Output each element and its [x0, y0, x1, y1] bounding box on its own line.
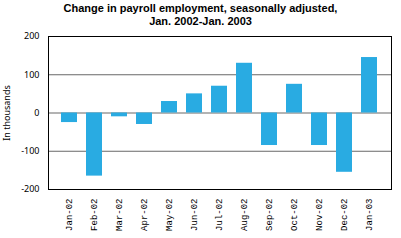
svg-text:Feb-02: Feb-02	[90, 199, 100, 231]
svg-text:Aug-02: Aug-02	[240, 199, 250, 231]
svg-text:200: 200	[24, 30, 39, 43]
svg-text:Nov-02: Nov-02	[315, 199, 325, 231]
svg-text:0: 0	[34, 106, 39, 119]
svg-text:100: 100	[24, 68, 39, 81]
svg-text:Mar-02: Mar-02	[115, 199, 125, 231]
svg-text:-200: -200	[21, 183, 39, 196]
svg-text:Jan-03: Jan-03	[365, 199, 375, 231]
svg-text:Jan-02: Jan-02	[65, 199, 75, 231]
svg-text:Jul-02: Jul-02	[215, 199, 225, 231]
svg-text:Sep-02: Sep-02	[265, 199, 275, 231]
svg-text:In thousands: In thousands	[0, 86, 13, 142]
html-text:Change in payroll employment,: Change in payroll employment, seasonally…	[63, 2, 338, 28]
svg-text:Oct-02: Oct-02	[290, 199, 300, 231]
svg-text:May-02: May-02	[165, 199, 175, 231]
svg-text:Apr-02: Apr-02	[140, 199, 150, 231]
svg-text:Dec-02: Dec-02	[340, 199, 350, 231]
svg-text:Jun-02: Jun-02	[190, 199, 200, 231]
svg-text:-100: -100	[21, 145, 39, 158]
